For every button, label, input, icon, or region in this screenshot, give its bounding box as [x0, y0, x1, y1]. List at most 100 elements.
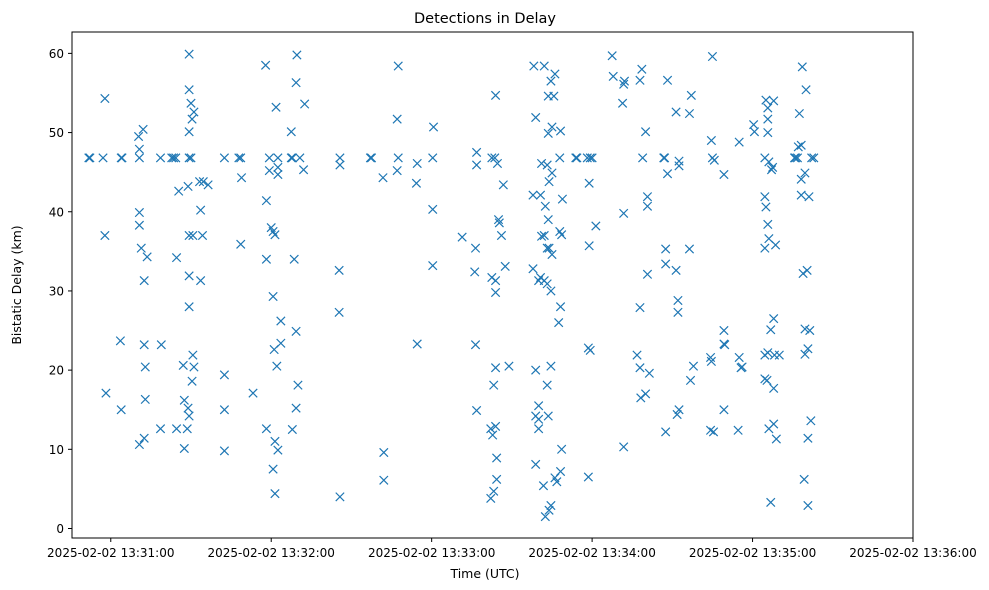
data-point-156	[531, 112, 541, 123]
data-point-46	[183, 181, 193, 192]
data-point-89	[272, 361, 282, 371]
data-point-55	[194, 177, 205, 187]
data-point-65	[234, 153, 244, 163]
data-point-191	[546, 76, 556, 86]
data-point-137	[493, 215, 504, 225]
data-point-58	[195, 205, 206, 215]
data-point-186	[540, 201, 550, 211]
data-point-291	[770, 240, 781, 250]
data-point-67	[236, 173, 247, 183]
data-point-36	[182, 424, 192, 434]
data-point-180	[542, 243, 552, 253]
data-point-111	[366, 153, 377, 163]
data-point-4	[100, 230, 110, 241]
data-point-224	[619, 442, 629, 452]
data-point-184	[544, 243, 554, 253]
data-point-159	[536, 158, 547, 169]
data-point-69	[248, 388, 258, 398]
data-point-178	[543, 411, 553, 421]
data-point-20	[140, 362, 150, 372]
data-point-100	[289, 254, 299, 264]
data-point-131	[470, 340, 481, 350]
y-tick-label-0: 0	[56, 522, 64, 536]
data-point-110	[365, 153, 376, 163]
data-point-13	[138, 124, 148, 135]
data-point-175	[555, 466, 566, 477]
data-point-279	[763, 103, 773, 113]
data-point-108	[334, 307, 344, 317]
data-point-9	[116, 405, 126, 415]
data-point-38	[184, 49, 194, 59]
data-point-150	[489, 380, 499, 390]
data-point-160	[528, 264, 538, 274]
data-point-204	[557, 194, 568, 204]
data-point-99	[300, 99, 310, 109]
data-point-157	[535, 190, 546, 200]
data-point-60	[195, 276, 206, 286]
data-point-158	[528, 190, 538, 200]
data-point-308	[792, 153, 803, 163]
data-point-252	[672, 409, 682, 420]
x-tick-label-2: 2025-02-02 13:33:00	[368, 546, 495, 560]
data-point-198	[544, 177, 554, 187]
data-point-123	[428, 122, 439, 132]
data-point-240	[661, 244, 671, 254]
data-point-306	[789, 153, 800, 163]
data-point-116	[392, 114, 402, 124]
data-point-239	[659, 153, 670, 163]
data-point-236	[640, 389, 651, 399]
data-point-121	[412, 339, 422, 349]
data-point-154	[504, 361, 514, 371]
data-point-44	[184, 153, 194, 163]
data-point-286	[764, 157, 774, 167]
data-point-126	[457, 232, 467, 242]
data-point-29	[171, 153, 181, 163]
data-point-281	[763, 114, 773, 124]
y-tick-label-6: 60	[49, 47, 64, 61]
data-point-145	[486, 493, 496, 504]
data-point-136	[490, 90, 501, 100]
data-point-319	[804, 192, 814, 202]
data-point-1	[85, 153, 95, 163]
data-point-104	[287, 424, 297, 435]
data-point-2	[98, 153, 108, 163]
data-point-47	[184, 230, 194, 241]
data-point-246	[674, 156, 684, 166]
data-point-220	[619, 79, 629, 89]
data-point-223	[619, 208, 629, 218]
data-point-66	[236, 153, 246, 163]
data-point-303	[769, 419, 779, 429]
data-point-117	[393, 61, 403, 71]
data-point-233	[632, 350, 642, 360]
data-point-12	[134, 144, 145, 154]
data-point-228	[640, 127, 651, 137]
data-point-189	[547, 249, 557, 260]
data-point-78	[270, 230, 280, 240]
data-point-181	[546, 286, 556, 296]
data-point-264	[705, 425, 716, 435]
data-point-40	[186, 98, 196, 108]
data-point-242	[661, 427, 671, 437]
data-point-146	[489, 486, 499, 496]
data-point-232	[635, 302, 645, 313]
data-point-25	[155, 424, 166, 434]
data-point-33	[178, 360, 188, 370]
data-point-280	[769, 96, 779, 106]
data-point-68	[236, 239, 246, 249]
data-point-129	[470, 243, 481, 253]
data-point-80	[268, 291, 278, 302]
data-point-176	[557, 444, 567, 454]
points-layer	[84, 49, 819, 522]
data-point-17	[139, 276, 149, 286]
data-point-211	[587, 153, 597, 163]
data-point-222	[617, 98, 628, 108]
data-point-168	[531, 459, 541, 469]
data-point-226	[637, 64, 647, 74]
data-point-98	[298, 165, 309, 175]
data-point-324	[800, 349, 810, 359]
x-tick-label-0: 2025-02-02 13:31:00	[47, 546, 174, 560]
data-point-14	[134, 207, 145, 218]
data-point-284	[761, 202, 771, 212]
data-point-31	[171, 424, 182, 434]
data-point-148	[492, 453, 502, 463]
